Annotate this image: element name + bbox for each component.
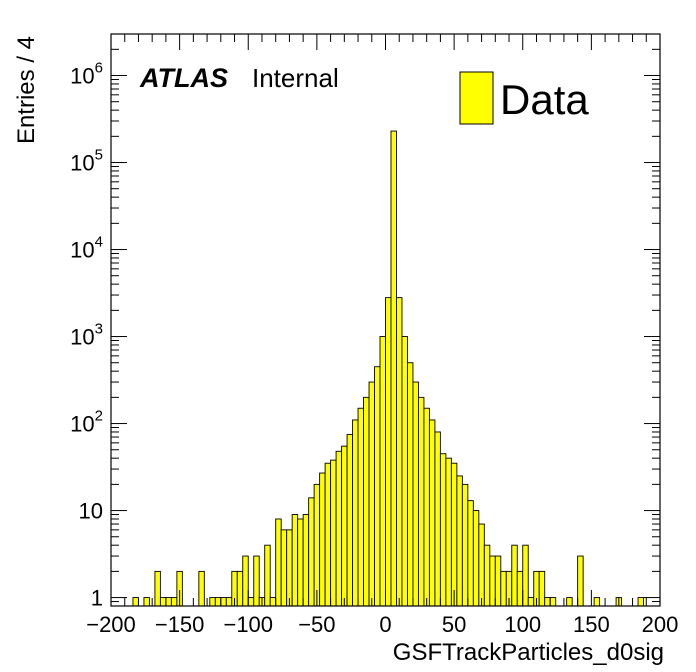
x-tick-label: 150 <box>573 612 610 637</box>
histogram-bin <box>511 544 518 607</box>
histogram-bin <box>214 597 222 607</box>
histogram-bin <box>445 457 452 607</box>
histogram-bin <box>538 570 546 607</box>
histogram-bin <box>390 130 397 607</box>
x-tick-label: 0 <box>379 612 391 637</box>
histogram-bin <box>341 445 348 607</box>
histogram-bin <box>483 544 491 607</box>
histogram-bin <box>247 597 255 607</box>
histogram-bin <box>379 336 386 607</box>
histogram-bin <box>308 497 315 607</box>
histogram-bin <box>269 597 277 607</box>
histogram-bin <box>313 483 321 607</box>
y-tick-label: 103 <box>70 321 103 350</box>
histogram-bin <box>198 570 205 607</box>
histogram-bin <box>450 462 458 607</box>
histogram-bin <box>335 450 343 607</box>
histogram-bin <box>352 419 359 607</box>
histogram-bin <box>264 544 271 607</box>
histogram-bin <box>302 514 310 607</box>
histogram-bin <box>401 336 408 607</box>
histogram-bin <box>297 518 304 607</box>
histogram-bin <box>385 297 392 607</box>
x-tick-label: −150 <box>155 612 205 637</box>
axis-ticks <box>110 34 661 606</box>
histogram-bin <box>489 555 496 607</box>
histogram-bin <box>527 597 535 607</box>
x-tick-label: 50 <box>442 612 466 637</box>
histogram-bin <box>154 570 161 607</box>
histogram-bin <box>220 597 227 607</box>
y-tick-label: 10 <box>79 499 103 524</box>
histogram-bin <box>593 597 601 607</box>
histogram-bin <box>461 483 469 607</box>
histogram-bin <box>242 555 249 607</box>
histogram-bin <box>280 529 288 607</box>
histogram-bin <box>319 472 326 607</box>
brand-status: Internal <box>252 63 339 93</box>
histogram-bin <box>456 475 463 607</box>
y-tick-label: 104 <box>70 234 103 263</box>
histogram-bin <box>225 597 233 607</box>
histogram-bin <box>368 381 375 607</box>
x-axis-title: GSFTrackParticles_d0sig <box>393 639 664 666</box>
histogram-bin <box>165 597 172 607</box>
x-tick-label: 200 <box>642 612 679 637</box>
x-tick-label: 100 <box>504 612 541 637</box>
histogram-bin <box>275 518 282 607</box>
histogram-bin <box>577 555 584 607</box>
histogram-bin <box>566 597 573 607</box>
histogram-bin <box>143 597 150 607</box>
histogram-bin <box>159 597 167 607</box>
y-axis-title: Entries / 4 <box>13 36 40 144</box>
y-tick-label: 105 <box>70 147 103 176</box>
histogram-bin <box>363 396 370 607</box>
histogram-bin <box>439 453 447 607</box>
histogram-bin <box>407 362 414 607</box>
histogram-bin <box>330 459 337 607</box>
histogram-bars <box>132 130 644 607</box>
histogram-bin <box>396 297 403 607</box>
histogram-bin <box>209 597 216 607</box>
legend-swatch <box>459 71 494 125</box>
histogram-bin <box>374 366 381 607</box>
histogram-bin <box>472 510 480 607</box>
histogram-bin <box>346 433 354 607</box>
histogram-bin <box>516 570 524 607</box>
histogram-bin <box>494 555 502 607</box>
histogram-bin <box>132 597 139 607</box>
x-tick-label: −200 <box>86 612 136 637</box>
histogram-bin <box>170 597 178 607</box>
histogram-bin <box>434 431 441 607</box>
histogram-bin <box>637 597 644 607</box>
y-tick-label: 102 <box>70 408 103 437</box>
histogram-bin <box>324 462 332 607</box>
histogram-bin <box>478 523 485 607</box>
x-tick-label: −50 <box>298 612 335 637</box>
histogram-bin <box>357 407 364 607</box>
y-tick-label: 1 <box>91 586 103 611</box>
histogram-bin <box>544 597 551 607</box>
histogram-bin <box>522 544 529 607</box>
histogram-bin <box>236 570 244 607</box>
y-tick-label: 106 <box>70 60 103 89</box>
histogram-bin <box>423 407 430 607</box>
histogram-bin <box>291 514 299 607</box>
histogram-bin <box>549 597 557 607</box>
histogram-bin <box>253 555 260 607</box>
histogram-bin <box>500 570 507 607</box>
brand-experiment: ATLAS <box>139 63 228 93</box>
histogram-bin <box>286 529 293 607</box>
histogram-bin <box>412 381 419 607</box>
histogram-bin <box>467 500 474 607</box>
histogram-bin <box>428 419 436 607</box>
legend-label: Data <box>500 76 589 123</box>
tick-labels: −200 −150 −100 −50 0 50 100 150 200 1 10 102 103 104 1… <box>70 60 678 637</box>
x-tick-label: −100 <box>223 612 273 637</box>
histogram-bin <box>417 396 425 607</box>
